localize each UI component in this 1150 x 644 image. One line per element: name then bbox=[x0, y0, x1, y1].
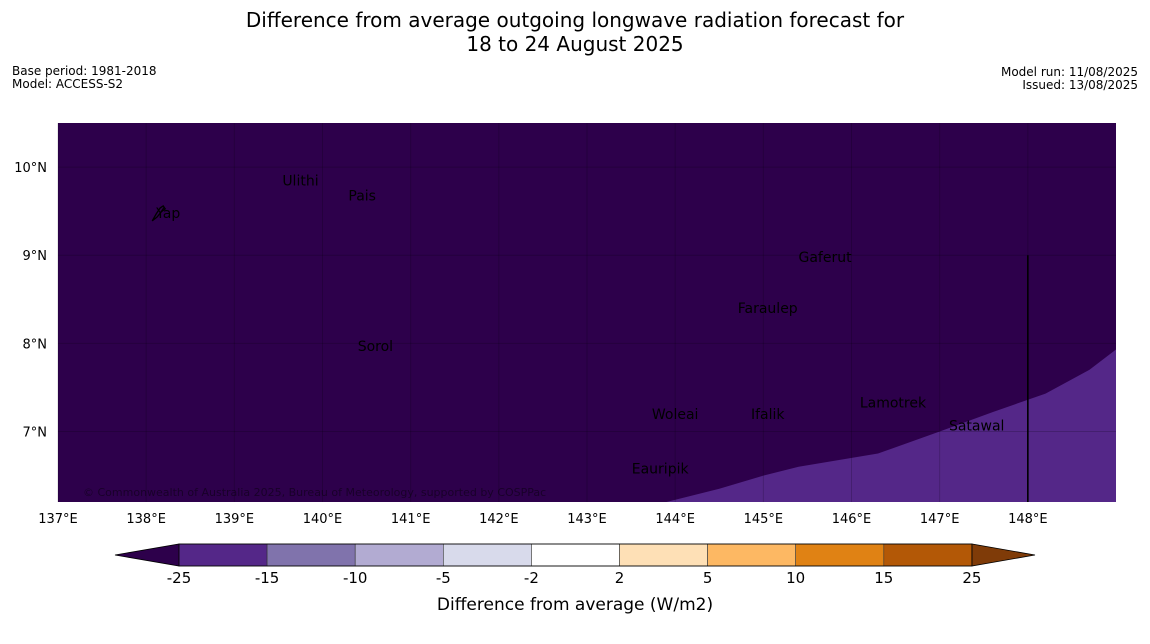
place-label-ulithi: Ulithi bbox=[282, 173, 318, 189]
place-label-gaferut: Gaferut bbox=[799, 250, 853, 266]
place-label-faraulep: Faraulep bbox=[738, 301, 798, 317]
colorbar-segment bbox=[795, 543, 885, 567]
lon-tick-label: 147°E bbox=[920, 512, 960, 527]
place-label-ifalik: Ifalik bbox=[751, 407, 785, 423]
lon-tick-label: 142°E bbox=[479, 512, 519, 527]
colorbar-segment bbox=[442, 543, 532, 567]
meta-info-right: Model run: 11/08/2025 Issued: 13/08/2025 bbox=[1001, 66, 1138, 92]
model-run: Model run: 11/08/2025 bbox=[1000, 65, 1138, 79]
chart-title: Difference from average outgoing longwav… bbox=[0, 8, 1150, 56]
place-label-yap: Yap bbox=[155, 206, 180, 222]
colorbar-tick-label: -10 bbox=[343, 569, 368, 587]
copyright-notice: © Commonwealth of Australia 2025, Bureau… bbox=[83, 486, 546, 499]
place-label-pais: Pais bbox=[348, 188, 376, 204]
model-name: Model: ACCESS-S2 bbox=[12, 77, 124, 91]
meta-info-left: Base period: 1981-2018 Model: ACCESS-S2 bbox=[12, 65, 157, 91]
lon-tick-label: 139°E bbox=[215, 512, 255, 527]
colorbar-tick-label: 2 bbox=[615, 569, 625, 587]
lon-tick-label: 146°E bbox=[832, 512, 872, 527]
colorbar-tick-label: -5 bbox=[436, 569, 451, 587]
colorbar-tick-label: -15 bbox=[255, 569, 280, 587]
lon-tick-label: 148°E bbox=[1008, 512, 1048, 527]
colorbar-tick-label: 15 bbox=[874, 569, 893, 587]
lat-tick-label: 7°N bbox=[23, 425, 48, 440]
title-line-2: 18 to 24 August 2025 bbox=[466, 32, 684, 56]
colorbar-segment bbox=[883, 543, 973, 567]
lon-tick-label: 141°E bbox=[391, 512, 431, 527]
place-label-sorol: Sorol bbox=[358, 339, 393, 355]
colorbar-tick-label: 25 bbox=[962, 569, 981, 587]
issued-date: Issued: 13/08/2025 bbox=[1022, 78, 1138, 92]
colorbar-under-arrow bbox=[114, 543, 180, 567]
colorbar-tick-label: 5 bbox=[703, 569, 713, 587]
colorbar-segment bbox=[266, 543, 356, 567]
title-line-1: Difference from average outgoing longwav… bbox=[245, 8, 905, 32]
place-label-lamotrek: Lamotrek bbox=[860, 395, 927, 411]
lon-tick-label: 145°E bbox=[744, 512, 784, 527]
colorbar-over-arrow bbox=[971, 543, 1036, 567]
colorbar-tick-label: -2 bbox=[524, 569, 539, 587]
colorbar-frame bbox=[178, 543, 973, 567]
place-label-woleai: Woleai bbox=[652, 407, 699, 423]
colorbar-segment bbox=[619, 543, 708, 567]
lon-tick-label: 140°E bbox=[303, 512, 343, 527]
colorbar-segment bbox=[178, 543, 268, 567]
map-axes: 137°E 138°E 139°E 140°E 141°E 142°E 143°E 144°E… bbox=[14, 161, 1047, 527]
colorbar-segment bbox=[707, 543, 796, 567]
lon-tick-label: 138°E bbox=[126, 512, 166, 527]
anomaly-region bbox=[666, 349, 1116, 502]
colorbar-tick-label: -25 bbox=[167, 569, 192, 587]
lon-tick-label: 144°E bbox=[655, 512, 695, 527]
lat-tick-label: 8°N bbox=[23, 337, 48, 352]
colorbar-title: Difference from average (W/m2) bbox=[437, 595, 713, 615]
colorbar-tick-label: 10 bbox=[786, 569, 805, 587]
colorbar-segment bbox=[354, 543, 444, 567]
place-label-satawal: Satawal bbox=[949, 418, 1004, 434]
base-period: Base period: 1981-2018 bbox=[12, 64, 157, 78]
lat-tick-label: 9°N bbox=[23, 249, 48, 264]
colorbar-segment bbox=[531, 543, 620, 567]
yap-island-outline bbox=[151, 205, 167, 222]
place-label-eauripik: Eauripik bbox=[632, 462, 690, 478]
lat-tick-label: 10°N bbox=[14, 161, 47, 176]
lon-tick-label: 143°E bbox=[567, 512, 607, 527]
map-area: Ulithi Pais Yap Gaferut Faraulep Sorol Lamotre… bbox=[57, 123, 1116, 502]
lon-tick-label: 137°E bbox=[38, 512, 78, 527]
